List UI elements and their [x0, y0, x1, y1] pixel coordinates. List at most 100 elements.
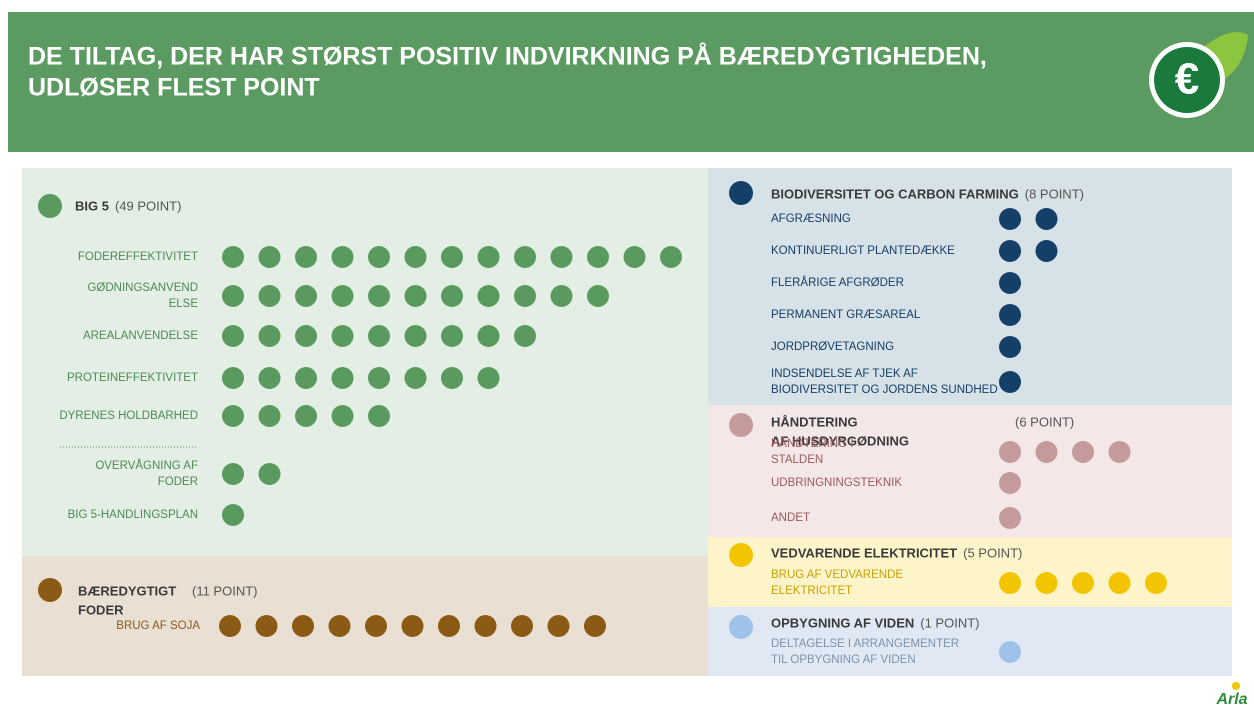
point-dot	[258, 325, 281, 347]
point-dot	[222, 285, 244, 307]
item-label: FODER	[158, 476, 198, 488]
section-panel	[22, 556, 708, 676]
point-dot	[331, 285, 354, 307]
section-icon	[729, 543, 753, 567]
point-dot	[295, 405, 317, 427]
section-points: (11 POINT)	[192, 583, 258, 598]
point-dot	[404, 367, 427, 389]
point-dot	[401, 615, 424, 637]
point-dot	[999, 240, 1021, 262]
euro-logo: €	[1149, 32, 1248, 118]
point-dot	[222, 463, 244, 485]
point-dot	[331, 405, 354, 427]
section-title: BIG 5	[75, 198, 109, 213]
header-title: UDLØSER FLEST POINT	[28, 74, 320, 102]
point-dot	[550, 285, 573, 307]
section-points: (1 POINT)	[920, 615, 979, 630]
section-points: (5 POINT)	[963, 545, 1022, 560]
point-dot	[331, 246, 354, 268]
point-dot	[1072, 441, 1094, 463]
point-dot	[368, 246, 390, 268]
point-dot	[258, 367, 281, 389]
point-dot	[514, 246, 536, 268]
section-title: BÆREDYGTIGT	[78, 583, 176, 598]
point-dot	[441, 325, 463, 347]
point-dot	[219, 615, 241, 637]
item-label: GØDNINGSANVEND	[87, 282, 198, 294]
point-dot	[514, 325, 536, 347]
point-dot	[477, 285, 500, 307]
item-label: KONTINUERLIGT PLANTEDÆKKE	[771, 245, 955, 257]
point-dot	[222, 405, 244, 427]
section-panel	[708, 168, 1232, 405]
section-panel	[708, 405, 1232, 537]
section-panel	[22, 168, 708, 556]
header-bar	[8, 12, 1254, 152]
point-dot	[404, 246, 427, 268]
point-dot	[258, 246, 281, 268]
point-dot	[292, 615, 314, 637]
section-panel	[708, 537, 1232, 607]
point-dot	[368, 325, 390, 347]
point-dot	[368, 367, 390, 389]
item-label: STALDEN	[771, 454, 823, 466]
point-dot	[404, 285, 427, 307]
item-label: AREALANVENDELSE	[83, 330, 198, 342]
section-title: HÅNDTERING	[771, 414, 858, 429]
arla-logo-mark	[1232, 682, 1240, 690]
item-label: BRUG AF VEDVARENDE	[771, 569, 903, 581]
point-dot	[331, 367, 354, 389]
item-label: ANDET	[771, 512, 810, 524]
section-title: FODER	[78, 602, 124, 617]
point-dot	[1035, 572, 1058, 594]
point-dot	[999, 371, 1021, 393]
point-dot	[295, 285, 317, 307]
point-dot	[999, 572, 1021, 594]
item-label: TIL OPBYGNING AF VIDEN	[771, 654, 916, 666]
point-dot	[584, 615, 606, 637]
item-label: FODEREFFEKTIVITET	[78, 251, 198, 263]
section-icon	[38, 194, 62, 218]
point-dot	[999, 336, 1021, 358]
point-dot	[258, 463, 281, 485]
section-icon	[38, 578, 62, 602]
section-points: (49 POINT)	[115, 198, 181, 213]
point-dot	[999, 507, 1021, 529]
point-dot	[477, 246, 500, 268]
point-dot	[999, 304, 1021, 326]
section-title: AF HUSDYRGØDNING	[771, 433, 909, 448]
point-dot	[222, 246, 244, 268]
item-label: ELSE	[169, 298, 199, 310]
section-title: BIODIVERSITET OG CARBON FARMING	[771, 186, 1019, 201]
section-points: (8 POINT)	[1025, 186, 1084, 201]
point-dot	[550, 246, 573, 268]
point-dot	[1035, 441, 1058, 463]
item-label: FLERÅRIGE AFGRØDER	[771, 276, 904, 289]
section-panel	[708, 607, 1232, 676]
point-dot	[474, 615, 497, 637]
point-dot	[222, 367, 244, 389]
point-dot	[547, 615, 570, 637]
point-dot	[368, 405, 390, 427]
point-dot	[295, 325, 317, 347]
item-label: BRUG AF SOJA	[116, 620, 200, 632]
point-dot	[1108, 572, 1131, 594]
item-label: ELEKTRICITET	[771, 585, 852, 597]
point-dot	[587, 285, 609, 307]
item-label: UDBRINGNINGSTEKNIK	[771, 477, 902, 489]
point-dot	[438, 615, 460, 637]
svg-text:€: €	[1175, 55, 1199, 104]
point-dot	[1035, 208, 1058, 230]
item-label: OVERVÅGNING AF	[95, 459, 198, 472]
section-icon	[729, 413, 753, 437]
point-dot	[404, 325, 427, 347]
item-label: DYRENES HOLDBARHED	[59, 410, 198, 422]
point-dot	[255, 615, 278, 637]
section-title: OPBYGNING AF VIDEN	[771, 615, 914, 630]
point-dot	[368, 285, 390, 307]
point-dot	[999, 208, 1021, 230]
point-dot	[477, 367, 500, 389]
arla-logo: Arla	[1215, 691, 1247, 708]
